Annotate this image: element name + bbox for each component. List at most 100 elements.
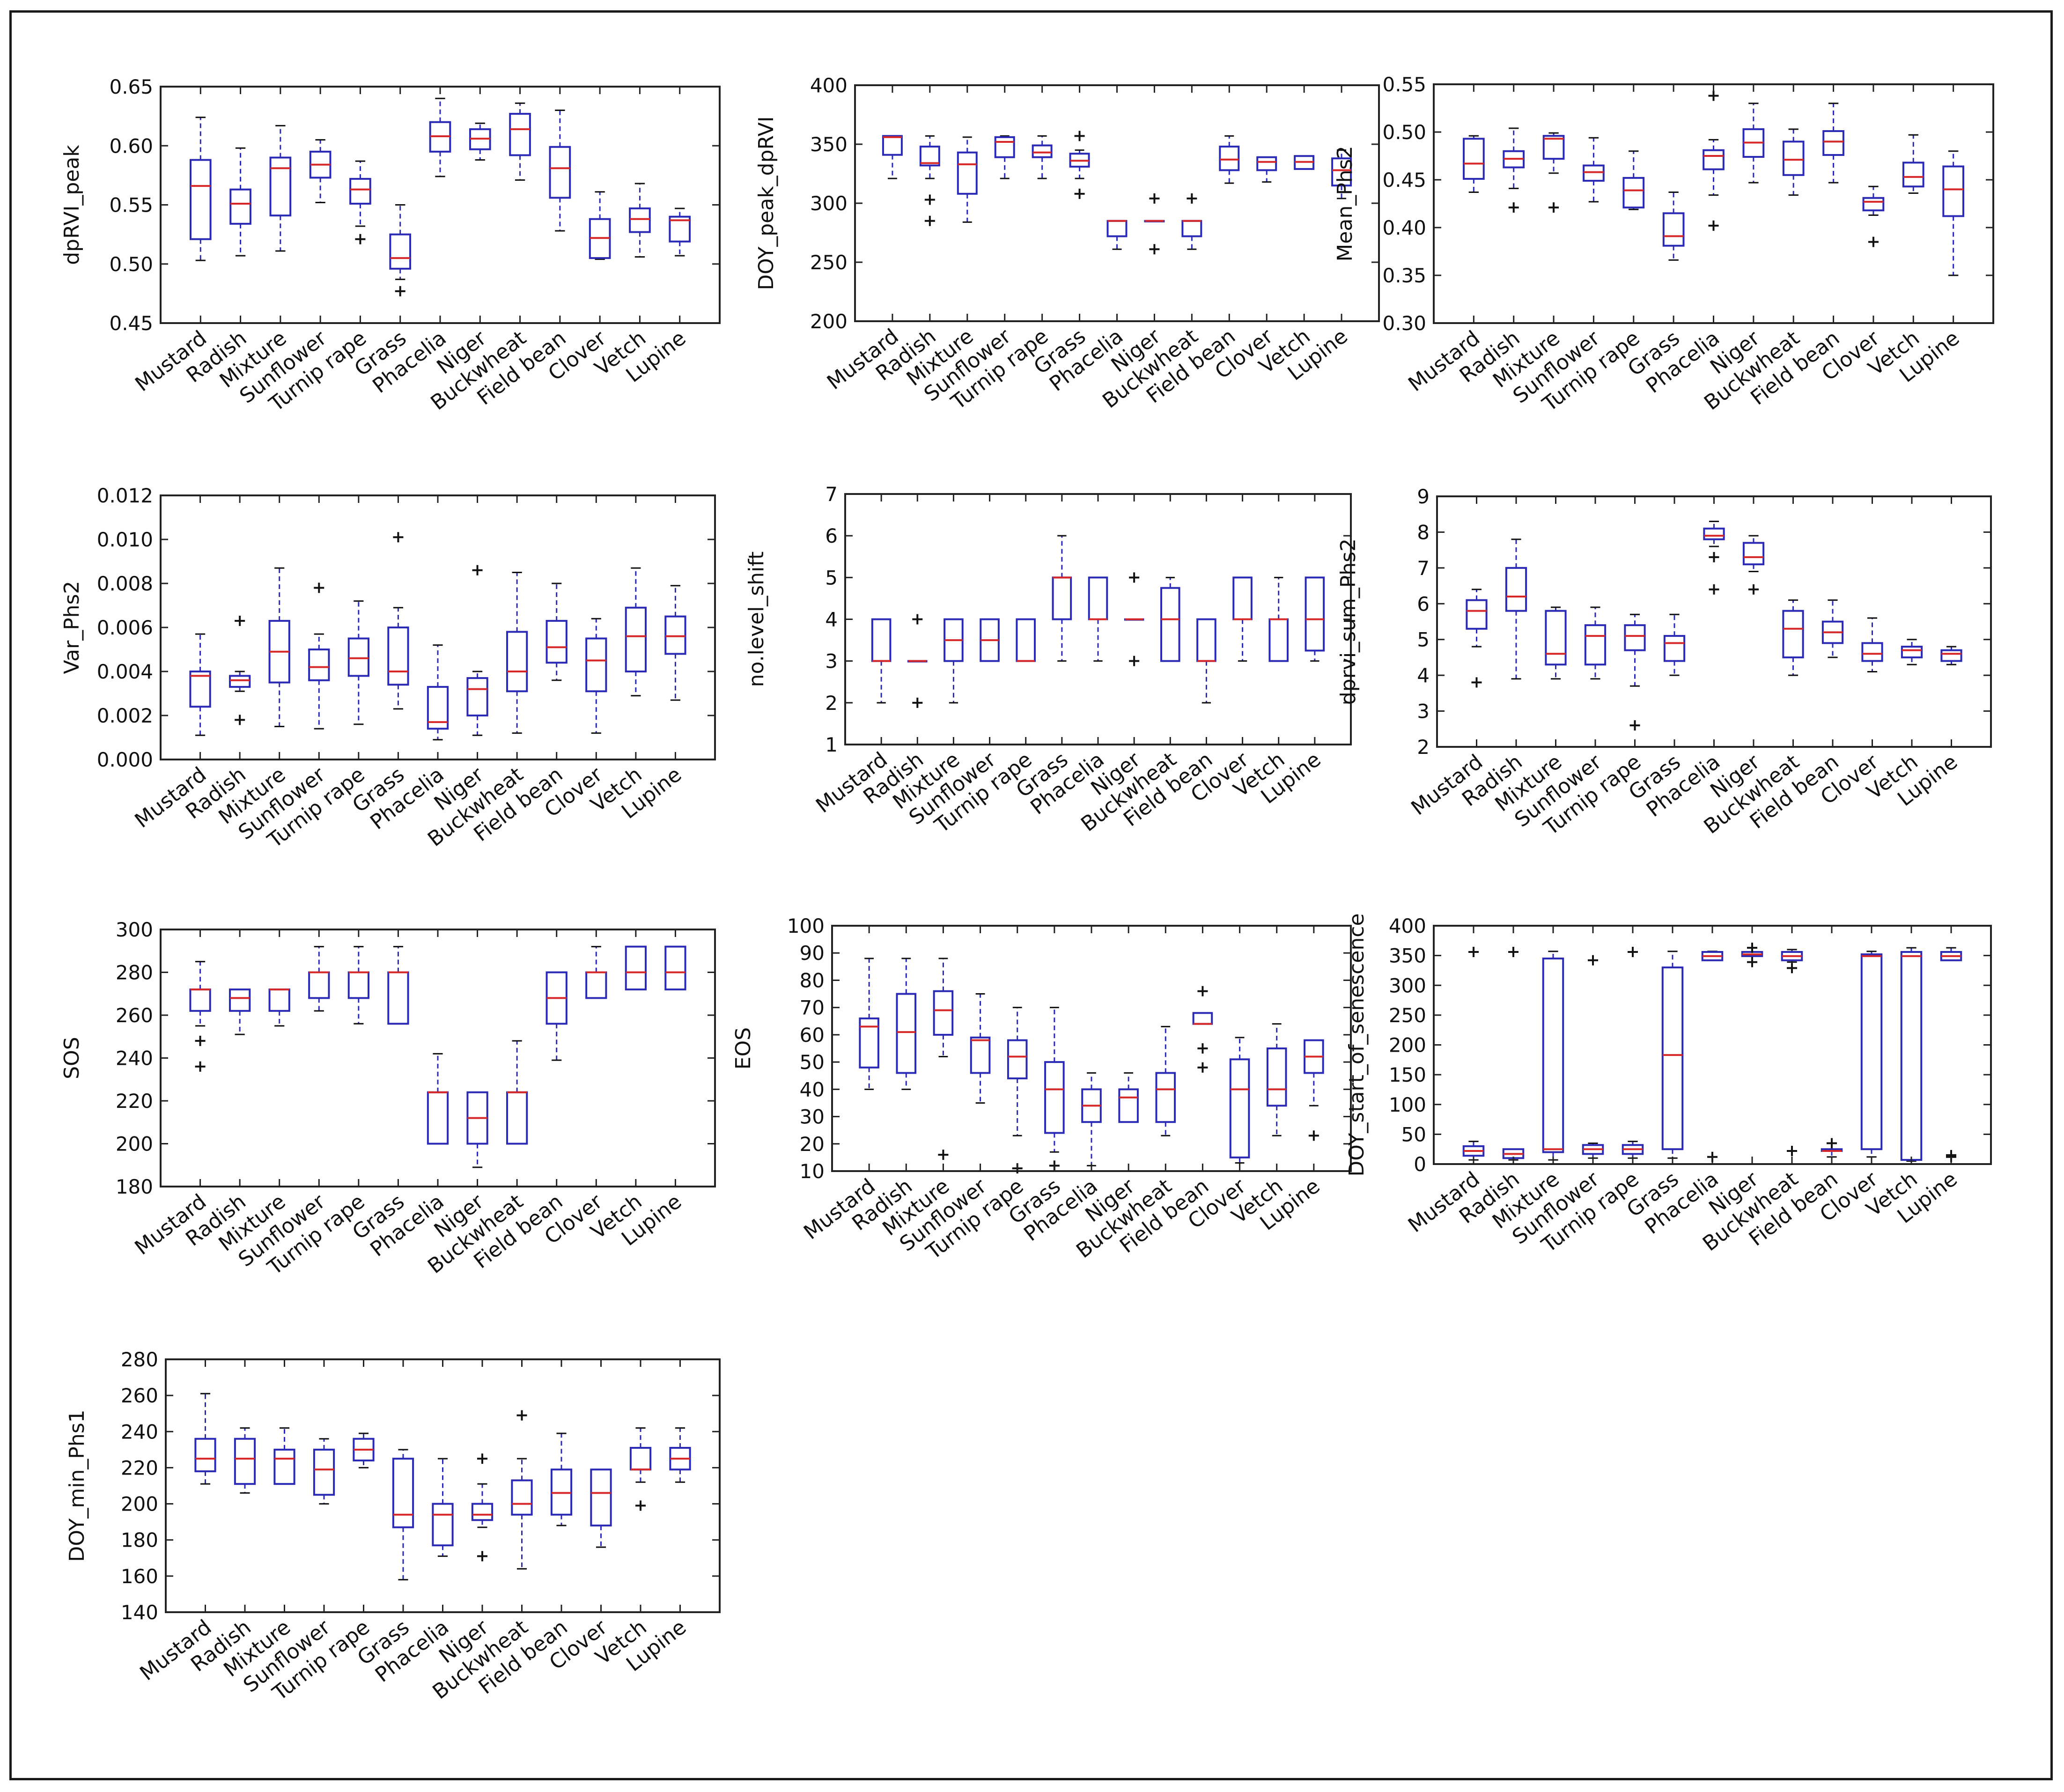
y-axis-label: DOY_start_of_senescence (1345, 913, 1369, 1176)
box-vetch (1294, 155, 1315, 170)
y-tick-label: 90 (800, 942, 825, 965)
y-tick-label: 100 (1389, 1093, 1426, 1116)
box-sunflower (1584, 606, 1607, 680)
box-vetch (1901, 639, 1923, 665)
outlier-marker (1709, 552, 1719, 562)
box-turnip-rape (1622, 946, 1644, 1159)
y-tick-label: 0.30 (1382, 312, 1426, 335)
box-grass (387, 946, 409, 1025)
outlier-marker (1708, 90, 1719, 101)
box-iqr (1505, 567, 1527, 612)
box-radish (1505, 538, 1527, 680)
box-iqr (1266, 1047, 1287, 1107)
box-iqr (349, 177, 371, 205)
box-vetch (1268, 576, 1289, 662)
box-mixture (269, 125, 292, 252)
box-radish (919, 135, 940, 226)
box-sunflower (308, 946, 330, 1012)
outlier-marker (1129, 656, 1140, 666)
box-sunflower (980, 618, 1000, 662)
y-tick-label: 0.008 (97, 572, 153, 595)
box-turnip-rape (353, 1432, 375, 1468)
box-iqr (1016, 618, 1036, 662)
box-buckwheat (1160, 576, 1180, 662)
chart-panel-9: 0 50 100 150 200 250 300 350 400 DOY_start_of_sen… (1345, 913, 1992, 1258)
y-tick-label: 350 (810, 133, 848, 156)
y-axis-label: DOY_peak_dpRVI (754, 116, 778, 290)
box-iqr (1663, 635, 1686, 662)
y-tick-label: 2 (1417, 736, 1430, 759)
box-iqr (1032, 144, 1053, 158)
box-radish (896, 958, 917, 1090)
y-tick-label: 260 (121, 1384, 158, 1407)
box-iqr (1007, 1039, 1028, 1080)
box-vetch (629, 1427, 652, 1511)
box-iqr (1088, 576, 1108, 620)
box-phacelia (429, 97, 451, 177)
box-iqr (1583, 164, 1605, 182)
box-clover (1860, 951, 1883, 1158)
box-field-bean (550, 1432, 573, 1527)
box-iqr (1106, 220, 1128, 237)
y-tick-label: 0.40 (1382, 216, 1426, 239)
outlier-marker (472, 565, 483, 575)
box-iqr (506, 1091, 528, 1145)
box-iqr (389, 233, 412, 270)
box-niger (1742, 535, 1765, 595)
box-field-bean (549, 110, 571, 232)
box-radish (229, 147, 251, 257)
box-iqr (1782, 140, 1805, 176)
y-tick-label: 150 (1389, 1063, 1426, 1086)
box-turnip-rape (1622, 150, 1645, 210)
y-tick-label: 220 (116, 1090, 153, 1113)
y-axis-label: Mean_Phs2 (1333, 146, 1357, 261)
box-sunflower (313, 1438, 335, 1505)
y-tick-label: 300 (810, 192, 848, 215)
box-iqr (1232, 576, 1253, 620)
outlier-marker (355, 234, 366, 244)
box-iqr (1622, 177, 1645, 209)
box-mustard (1462, 946, 1485, 1161)
box-iqr (189, 988, 211, 1012)
box-radish (1503, 127, 1525, 213)
box-niger (466, 565, 488, 736)
y-tick-label: 0.35 (1382, 264, 1426, 287)
box-buckwheat (511, 1410, 533, 1570)
y-tick-label: 5 (825, 566, 838, 589)
box-iqr (1331, 157, 1352, 187)
y-tick-label: 200 (810, 310, 848, 333)
box-phacelia (427, 644, 449, 741)
box-sunflower (309, 139, 332, 203)
box-vetch (1900, 947, 1923, 1162)
box-iqr (585, 637, 607, 693)
y-tick-label: 280 (116, 961, 153, 984)
box-iqr (1901, 646, 1923, 658)
box-buckwheat (1782, 128, 1805, 196)
box-iqr (871, 618, 892, 662)
box-clover (1256, 156, 1277, 183)
box-radish (229, 988, 251, 1035)
box-iqr (1052, 576, 1072, 620)
box-clover (589, 191, 611, 260)
y-tick-label: 0.55 (1382, 73, 1426, 96)
y-tick-label: 20 (800, 1133, 825, 1156)
box-mustard (189, 633, 211, 736)
y-tick-label: 6 (825, 524, 838, 547)
box-lupine (1305, 576, 1325, 662)
box-field-bean (1196, 618, 1216, 704)
y-tick-label: 200 (121, 1493, 158, 1516)
box-iqr (1466, 599, 1488, 630)
y-tick-label: 100 (787, 914, 825, 937)
y-tick-label: 0.45 (109, 312, 153, 335)
y-tick-label: 8 (1417, 521, 1430, 544)
box-lupine (1304, 1039, 1324, 1141)
box-iqr (590, 1468, 612, 1527)
outlier-marker (1787, 963, 1797, 973)
box-iqr (1463, 138, 1485, 180)
box-iqr (1542, 135, 1565, 160)
box-iqr (957, 151, 978, 195)
box-iqr (189, 159, 212, 240)
outlier-marker (1508, 946, 1519, 957)
box-phacelia (1081, 1072, 1102, 1166)
box-iqr (1782, 610, 1804, 658)
